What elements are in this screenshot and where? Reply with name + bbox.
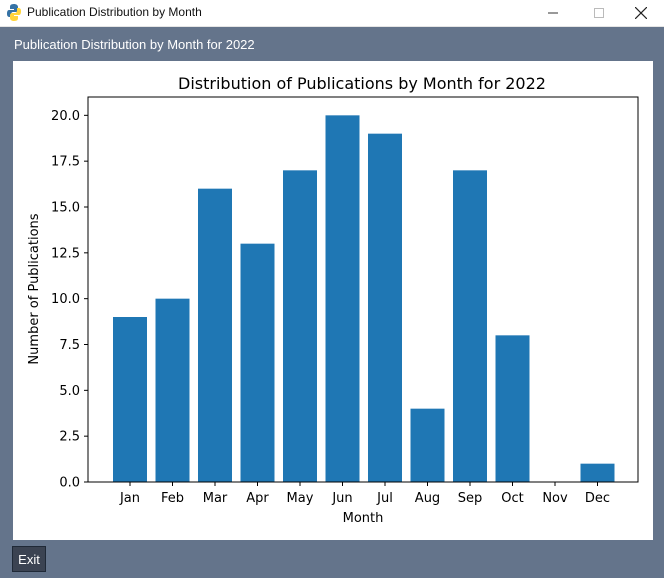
y-tick-label: 15.0: [51, 201, 80, 216]
x-tick-label: Apr: [246, 491, 269, 506]
bar-chart: Distribution of Publications by Month fo…: [27, 74, 639, 526]
x-tick-label: Dec: [585, 491, 610, 506]
y-tick-label: 20.0: [51, 109, 80, 124]
y-tick-label: 2.5: [59, 430, 80, 445]
bar-oct: [495, 335, 530, 482]
exit-button[interactable]: Exit: [12, 546, 46, 572]
x-tick-label: Oct: [501, 491, 523, 506]
maximize-button[interactable]: [576, 0, 622, 26]
x-tick-label: Mar: [203, 491, 228, 506]
bar-feb: [155, 298, 190, 482]
x-tick-label: Jul: [376, 491, 393, 506]
close-icon: [635, 7, 647, 19]
bar-jun: [325, 115, 360, 483]
bar-apr: [240, 243, 275, 482]
x-tick-label: Feb: [161, 491, 184, 506]
minimize-button[interactable]: [530, 0, 576, 26]
python-icon: [7, 4, 21, 21]
y-tick-label: 10.0: [51, 292, 80, 307]
plot-frame: [87, 96, 639, 483]
frame-label: Publication Distribution by Month for 20…: [14, 37, 255, 52]
minimize-icon: [548, 12, 558, 14]
window-title: Publication Distribution by Month: [27, 5, 202, 19]
maximize-icon: [594, 8, 604, 18]
bar-sep: [453, 170, 487, 482]
x-tick-label: Jun: [331, 491, 352, 506]
y-tick-label: 7.5: [59, 338, 80, 353]
y-tick-label: 17.5: [51, 155, 80, 170]
bar-mar: [198, 188, 232, 482]
x-axis-label: Month: [343, 511, 384, 526]
x-tick-label: Jan: [119, 491, 140, 506]
bar-aug: [410, 408, 445, 482]
chart-title: Distribution of Publications by Month fo…: [178, 74, 546, 93]
window-titlebar: Publication Distribution by Month: [0, 0, 664, 27]
y-tick-label: 0.0: [59, 476, 80, 491]
bar-jan: [113, 317, 147, 482]
y-tick-label: 12.5: [51, 246, 80, 261]
x-tick-label: Aug: [415, 491, 440, 506]
bar-may: [283, 170, 317, 482]
close-button[interactable]: [618, 0, 664, 26]
y-axis-label: Number of Publications: [27, 213, 42, 364]
x-tick-label: Sep: [458, 491, 483, 506]
x-tick-label: Nov: [542, 491, 568, 506]
bar-jul: [368, 133, 402, 482]
chart-canvas: Distribution of Publications by Month fo…: [13, 61, 653, 540]
x-tick-label: May: [287, 491, 314, 506]
bar-dec: [580, 463, 615, 482]
y-tick-label: 5.0: [59, 384, 80, 399]
